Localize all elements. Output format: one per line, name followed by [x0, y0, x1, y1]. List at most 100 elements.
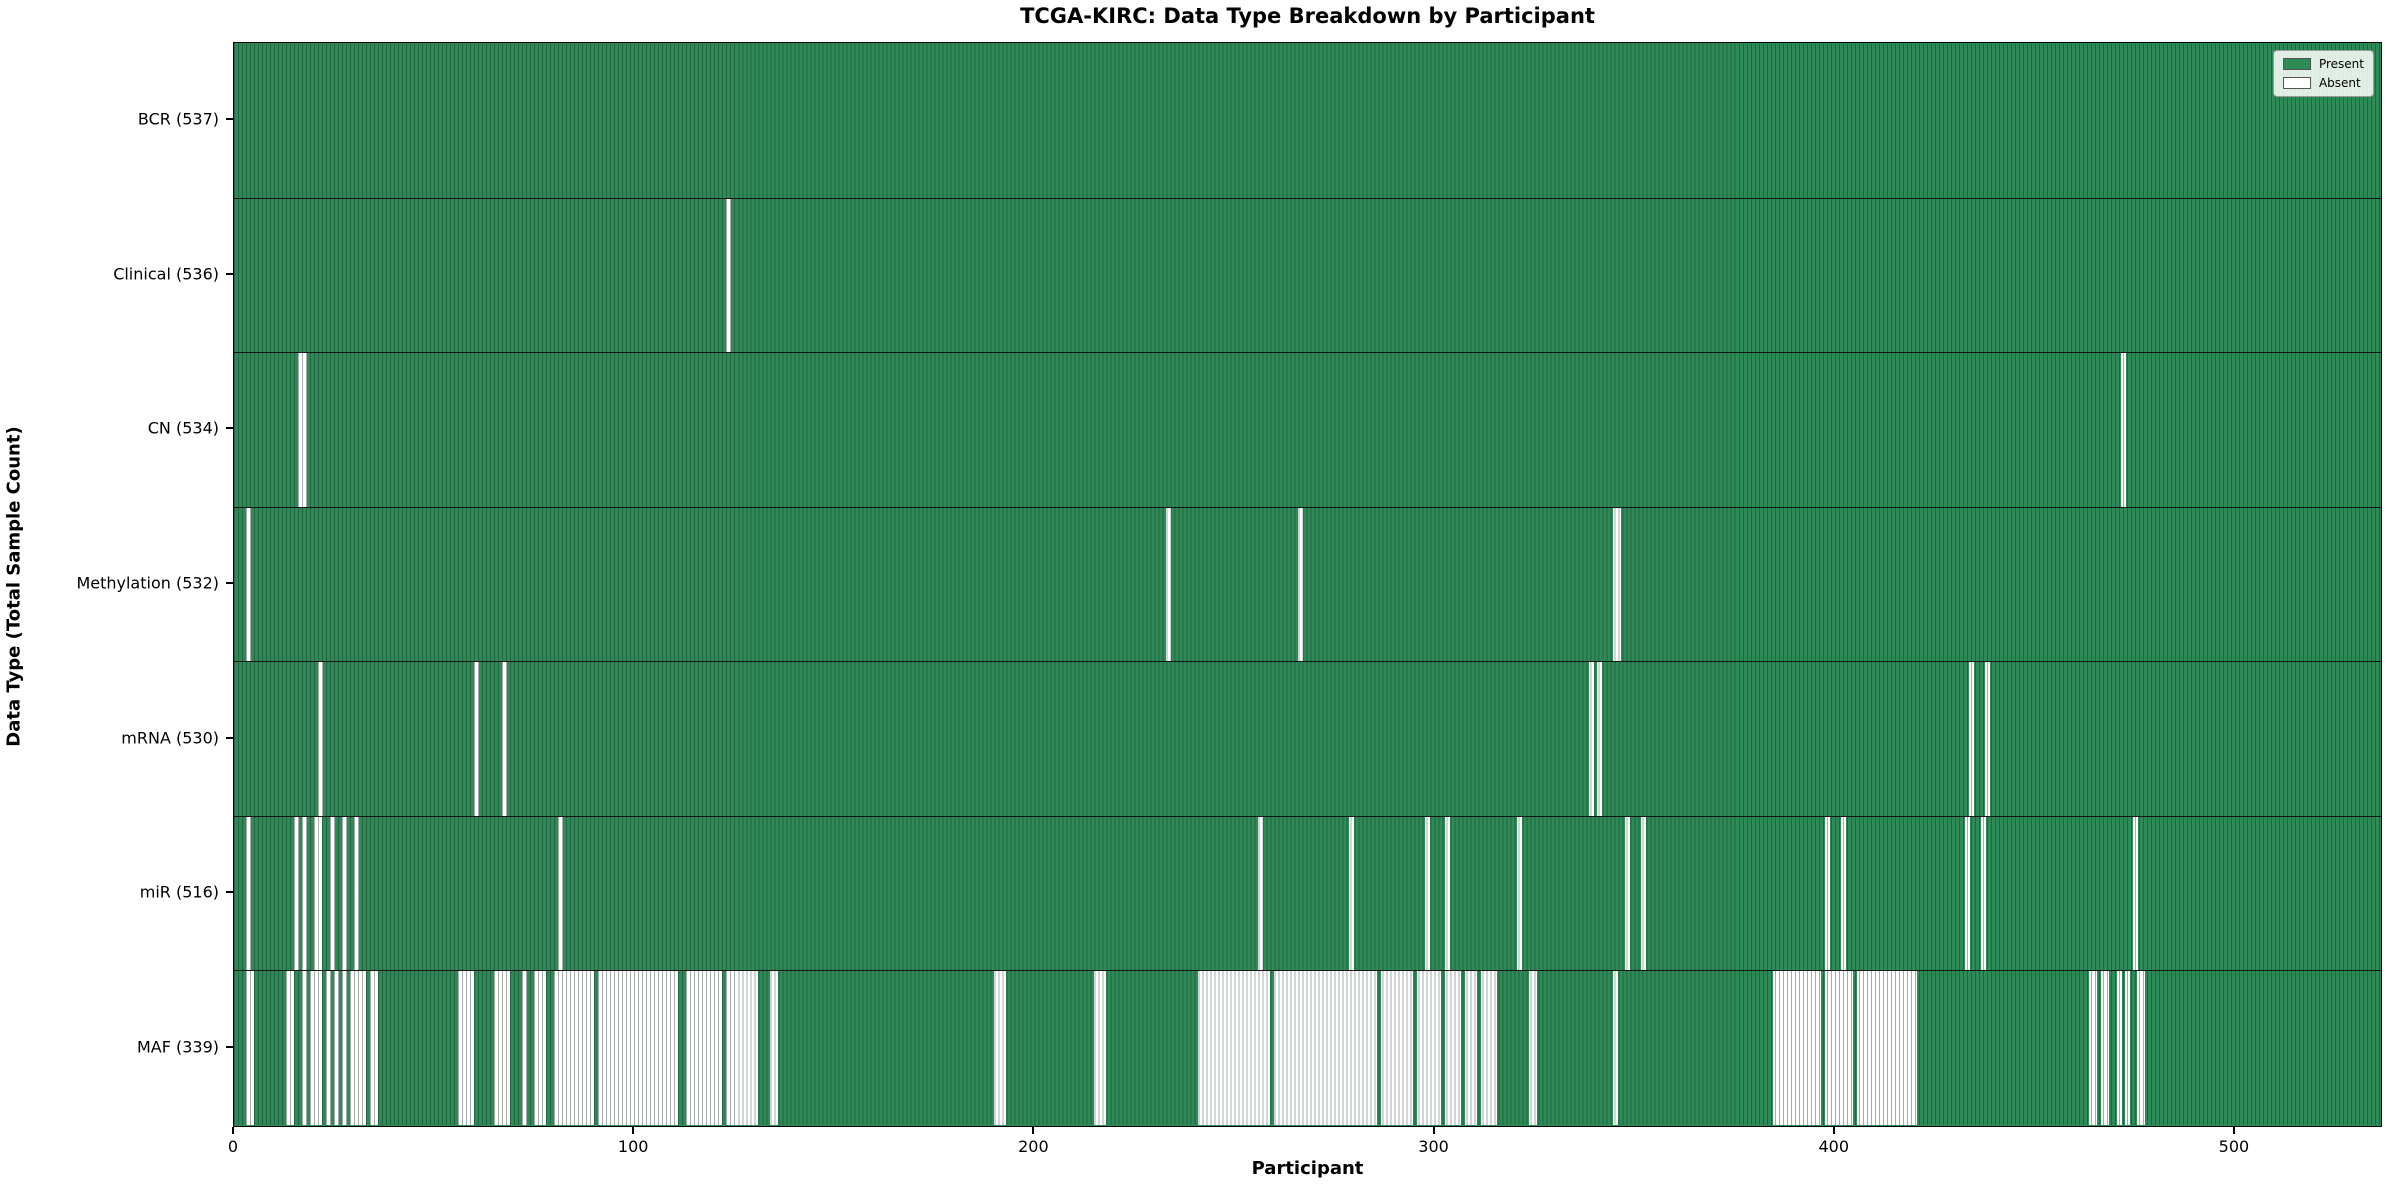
absent-bar — [1969, 662, 1975, 816]
absent-bar — [1529, 971, 1538, 1125]
absent-bar — [341, 816, 347, 971]
bar-edge-stripes — [234, 662, 2381, 816]
absent-bar — [1985, 662, 1991, 816]
y-tick-label: Clinical (536) — [113, 264, 219, 284]
absent-bar — [1857, 971, 1918, 1125]
legend-swatch-present — [2282, 58, 2311, 70]
legend-swatch-absent — [2282, 77, 2311, 89]
absent-bar — [597, 971, 678, 1125]
y-tick-label: MAF (339) — [136, 1037, 219, 1057]
absent-bar — [285, 971, 294, 1125]
x-tick-label: 300 — [1418, 1137, 1449, 1156]
x-axis-ticks: 0 100 200 300 400 500 — [228, 1127, 2382, 1167]
absent-bar — [2101, 971, 2110, 1125]
bar-edge-stripes — [234, 198, 2381, 353]
y-tick-label: CN (534) — [147, 418, 219, 438]
absent-bar — [297, 353, 303, 507]
absent-bar — [769, 971, 778, 1125]
absent-bar — [2125, 971, 2131, 1125]
row-mir — [234, 815, 2381, 971]
absent-bar — [301, 816, 307, 971]
y-tick-mark — [226, 582, 233, 584]
absent-bar — [1625, 816, 1631, 971]
row-methylation — [234, 506, 2381, 662]
bar-edge-stripes — [234, 816, 2381, 971]
y-tick-label: miR (516) — [139, 882, 219, 902]
absent-bar — [521, 971, 527, 1125]
x-tick-mark — [1432, 1127, 1435, 1134]
legend-label-absent: Absent — [2318, 76, 2361, 90]
x-tick-mark — [1832, 1127, 1835, 1134]
absent-bar — [317, 662, 323, 816]
absent-bar — [1597, 662, 1603, 816]
absent-bar — [1273, 971, 1378, 1125]
legend: Present Absent — [2272, 50, 2374, 97]
absent-bar — [301, 353, 307, 507]
absent-bar — [501, 662, 507, 816]
absent-bar — [1965, 816, 1971, 971]
absent-bar — [533, 971, 546, 1125]
absent-bar — [685, 971, 722, 1125]
row-maf — [234, 970, 2381, 1125]
absent-bar — [1825, 816, 1831, 971]
legend-item-present: Present — [2282, 57, 2364, 71]
absent-bar — [1445, 816, 1451, 971]
y-tick-mark — [226, 272, 233, 275]
absent-bar — [457, 971, 474, 1125]
absent-bar — [1465, 971, 1478, 1125]
y-tick-label: mRNA (530) — [121, 728, 219, 748]
absent-bar — [1197, 971, 1270, 1125]
x-tick-mark — [232, 1127, 234, 1134]
y-tick-mark — [226, 118, 233, 121]
absent-bar — [1825, 971, 1854, 1125]
absent-bar — [1165, 507, 1171, 662]
row-bcr — [234, 43, 2381, 198]
legend-label-present: Present — [2318, 57, 2364, 71]
absent-bar — [245, 816, 251, 971]
absent-bar — [1093, 971, 1106, 1125]
absent-bar — [309, 971, 322, 1125]
absent-bar — [293, 816, 299, 971]
x-tick-label: 0 — [227, 1137, 239, 1156]
chart-title: TCGA-KIRC: Data Type Breakdown by Partic… — [1020, 4, 1595, 28]
x-tick-mark — [2232, 1127, 2235, 1134]
x-tick-label: 200 — [1018, 1137, 1049, 1156]
absent-bar — [1613, 507, 1622, 662]
absent-bar — [553, 971, 594, 1125]
absent-bar — [333, 971, 339, 1125]
absent-bar — [2121, 353, 2127, 507]
bar-edge-stripes — [234, 507, 2381, 662]
absent-bar — [245, 507, 251, 662]
absent-bar — [1425, 816, 1431, 971]
absent-bar — [1773, 971, 1822, 1125]
absent-bar — [1445, 971, 1462, 1125]
absent-bar — [341, 971, 347, 1125]
y-tick-mark — [226, 1045, 233, 1048]
absent-bar — [301, 971, 307, 1125]
absent-bar — [325, 971, 331, 1125]
absent-bar — [1381, 971, 1414, 1125]
bar-edge-stripes — [234, 43, 2381, 198]
absent-bar — [1481, 971, 1498, 1125]
absent-bar — [2133, 816, 2139, 971]
absent-bar — [1981, 816, 1987, 971]
absent-bar — [725, 198, 731, 353]
absent-bar — [1349, 816, 1355, 971]
absent-bar — [313, 816, 322, 971]
y-tick-mark — [226, 891, 233, 894]
absent-bar — [1841, 816, 1847, 971]
absent-bar — [369, 971, 378, 1125]
x-tick-label: 500 — [2218, 1137, 2250, 1156]
x-tick-mark — [632, 1127, 635, 1134]
row-cn — [234, 352, 2381, 507]
legend-item-absent: Absent — [2282, 76, 2364, 90]
absent-bar — [993, 971, 1006, 1125]
y-tick-label: Methylation (532) — [76, 573, 219, 593]
row-clinical — [234, 197, 2381, 353]
y-tick-mark — [226, 427, 233, 430]
absent-bar — [329, 816, 335, 971]
absent-bar — [1613, 971, 1619, 1125]
x-tick-label: 400 — [1818, 1137, 1850, 1156]
y-axis-ticks: BCR (537) Clinical (536) CN (534) Methylati… — [0, 42, 233, 1127]
